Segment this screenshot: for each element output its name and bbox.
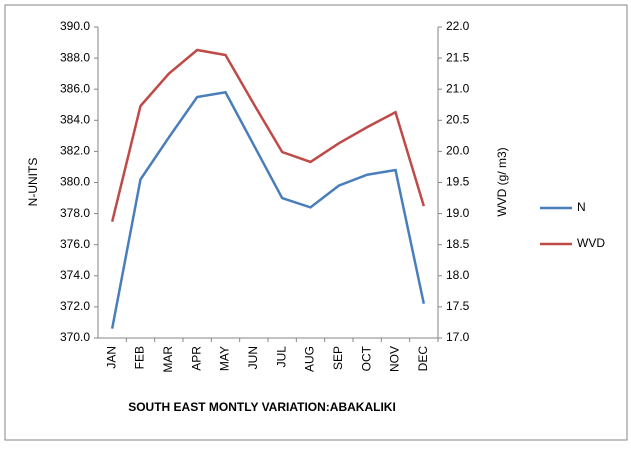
y2-tick-label: 18.0: [446, 268, 470, 282]
y-tick-label: 388.0: [60, 50, 90, 64]
y2-tick-label: 21.0: [446, 81, 470, 95]
y2-tick-label: 20.0: [446, 144, 470, 158]
y2-tick-label: 22.0: [446, 19, 470, 33]
x-tick-label: MAR: [161, 346, 175, 373]
y-axis-title: N-UNITS: [26, 158, 40, 207]
x-axis-title: SOUTH EAST MONTLY VARIATION:ABAKALIKI: [128, 400, 396, 414]
y2-tick-label: 19.0: [446, 206, 470, 220]
y2-tick-label: 20.5: [446, 112, 470, 126]
x-tick-label: JAN: [104, 346, 118, 369]
y-tick-label: 372.0: [60, 299, 90, 313]
y-tick-label: 376.0: [60, 237, 90, 251]
x-tick-label: OCT: [359, 345, 373, 371]
legend-label: WVD: [577, 236, 605, 250]
y2-tick-label: 19.5: [446, 175, 470, 189]
x-tick-label: MAY: [218, 346, 232, 371]
y2-tick-label: 17.0: [446, 330, 470, 344]
y-tick-label: 390.0: [60, 19, 90, 33]
y-tick-label: 386.0: [60, 81, 90, 95]
y-tick-label: 370.0: [60, 330, 90, 344]
x-tick-label: FEB: [133, 346, 147, 369]
x-tick-label: DEC: [416, 346, 430, 372]
y-tick-label: 378.0: [60, 206, 90, 220]
x-tick-label: APR: [189, 346, 203, 371]
x-tick-label: AUG: [303, 346, 317, 372]
y2-tick-label: 17.5: [446, 299, 470, 313]
y-tick-label: 382.0: [60, 144, 90, 158]
x-tick-label: JUL: [274, 346, 288, 368]
x-tick-label: SEP: [331, 346, 345, 370]
y2-tick-label: 18.5: [446, 237, 470, 251]
x-tick-label: JUN: [246, 346, 260, 369]
legend-label: N: [577, 200, 586, 214]
y-tick-label: 380.0: [60, 175, 90, 189]
y2-tick-label: 21.5: [446, 50, 470, 64]
y-tick-label: 384.0: [60, 112, 90, 126]
y-tick-label: 374.0: [60, 268, 90, 282]
x-tick-label: NOV: [388, 346, 402, 372]
y2-axis-title: WVD (g/ m3): [495, 147, 509, 216]
